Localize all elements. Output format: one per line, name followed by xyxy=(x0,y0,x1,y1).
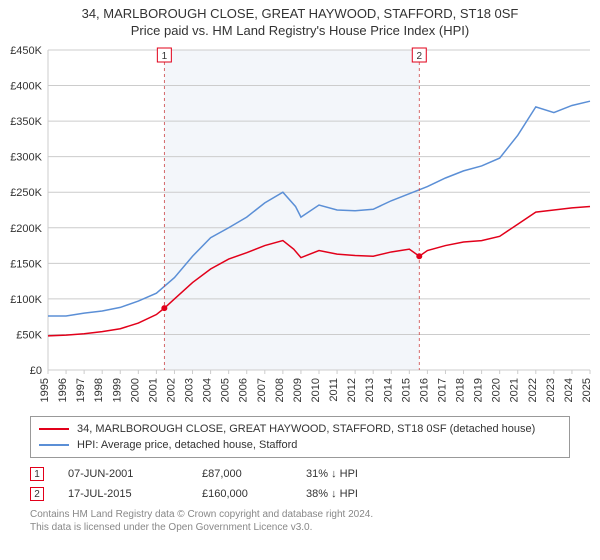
svg-text:2009: 2009 xyxy=(292,378,304,402)
svg-text:2024: 2024 xyxy=(563,378,575,402)
event-delta: 38% ↓ HPI xyxy=(306,488,396,500)
footer-line1: Contains HM Land Registry data © Crown c… xyxy=(30,508,570,521)
svg-text:2023: 2023 xyxy=(545,378,557,402)
svg-text:1: 1 xyxy=(162,51,168,62)
svg-text:£400K: £400K xyxy=(10,81,42,93)
legend-label-hpi: HPI: Average price, detached house, Staf… xyxy=(77,439,297,451)
event-row: 1 07-JUN-2001 £87,000 31% ↓ HPI xyxy=(30,464,570,484)
svg-text:2011: 2011 xyxy=(328,378,340,402)
svg-text:2007: 2007 xyxy=(256,378,268,402)
footer-line2: This data is licensed under the Open Gov… xyxy=(30,521,570,534)
svg-text:2002: 2002 xyxy=(165,378,177,402)
event-marker-1: 1 xyxy=(30,467,44,481)
event-price: £160,000 xyxy=(202,488,282,500)
chart-title-line1: 34, MARLBOROUGH CLOSE, GREAT HAYWOOD, ST… xyxy=(10,6,590,21)
event-delta: 31% ↓ HPI xyxy=(306,468,396,480)
svg-text:1996: 1996 xyxy=(57,378,69,402)
svg-text:2016: 2016 xyxy=(418,378,430,402)
chart-title-block: 34, MARLBOROUGH CLOSE, GREAT HAYWOOD, ST… xyxy=(0,0,600,40)
legend-label-property: 34, MARLBOROUGH CLOSE, GREAT HAYWOOD, ST… xyxy=(77,423,535,435)
svg-text:2008: 2008 xyxy=(274,378,286,402)
svg-text:1995: 1995 xyxy=(39,378,51,402)
chart-svg: £0 £50K £100K £150K £200K £250K £300K £350K £400… xyxy=(0,40,600,410)
event-date: 17-JUL-2015 xyxy=(68,488,178,500)
svg-text:£450K: £450K xyxy=(10,45,42,57)
legend-row: 34, MARLBOROUGH CLOSE, GREAT HAYWOOD, ST… xyxy=(39,421,561,437)
legend-swatch-property xyxy=(39,428,69,430)
svg-text:2010: 2010 xyxy=(310,378,322,402)
svg-text:2012: 2012 xyxy=(346,378,358,402)
svg-text:2: 2 xyxy=(416,51,422,62)
svg-text:2014: 2014 xyxy=(382,378,394,402)
svg-text:2015: 2015 xyxy=(400,378,412,402)
svg-text:2018: 2018 xyxy=(455,378,467,402)
events-table: 1 07-JUN-2001 £87,000 31% ↓ HPI 2 17-JUL… xyxy=(30,464,570,504)
svg-text:2022: 2022 xyxy=(527,378,539,402)
legend-box: 34, MARLBOROUGH CLOSE, GREAT HAYWOOD, ST… xyxy=(30,416,570,458)
svg-text:£350K: £350K xyxy=(10,116,42,128)
legend-swatch-hpi xyxy=(39,444,69,446)
svg-text:£200K: £200K xyxy=(10,223,42,235)
svg-text:2025: 2025 xyxy=(581,378,593,402)
svg-text:2017: 2017 xyxy=(436,378,448,402)
svg-text:2004: 2004 xyxy=(202,378,214,402)
svg-text:1998: 1998 xyxy=(93,378,105,402)
svg-text:£0: £0 xyxy=(30,365,42,377)
svg-text:2019: 2019 xyxy=(473,378,485,402)
svg-text:2006: 2006 xyxy=(238,378,250,402)
svg-text:2005: 2005 xyxy=(220,378,232,402)
svg-text:2021: 2021 xyxy=(509,378,521,402)
event-marker-2: 2 xyxy=(30,487,44,501)
svg-text:2001: 2001 xyxy=(147,378,159,402)
svg-text:2013: 2013 xyxy=(364,378,376,402)
event-row: 2 17-JUL-2015 £160,000 38% ↓ HPI xyxy=(30,484,570,504)
footer-attribution: Contains HM Land Registry data © Crown c… xyxy=(30,508,570,534)
svg-text:£150K: £150K xyxy=(10,258,42,270)
svg-text:1999: 1999 xyxy=(111,378,123,402)
legend-row: HPI: Average price, detached house, Staf… xyxy=(39,437,561,453)
event-price: £87,000 xyxy=(202,468,282,480)
svg-text:£300K: £300K xyxy=(10,152,42,164)
svg-text:1997: 1997 xyxy=(75,378,87,402)
chart-title-line2: Price paid vs. HM Land Registry's House … xyxy=(10,23,590,38)
svg-text:2000: 2000 xyxy=(129,378,141,402)
svg-text:2020: 2020 xyxy=(491,378,503,402)
svg-text:£50K: £50K xyxy=(16,329,42,341)
svg-text:£100K: £100K xyxy=(10,294,42,306)
event-date: 07-JUN-2001 xyxy=(68,468,178,480)
line-chart: £0 £50K £100K £150K £200K £250K £300K £350K £400… xyxy=(0,40,600,410)
svg-text:£250K: £250K xyxy=(10,187,42,199)
svg-text:2003: 2003 xyxy=(184,378,196,402)
